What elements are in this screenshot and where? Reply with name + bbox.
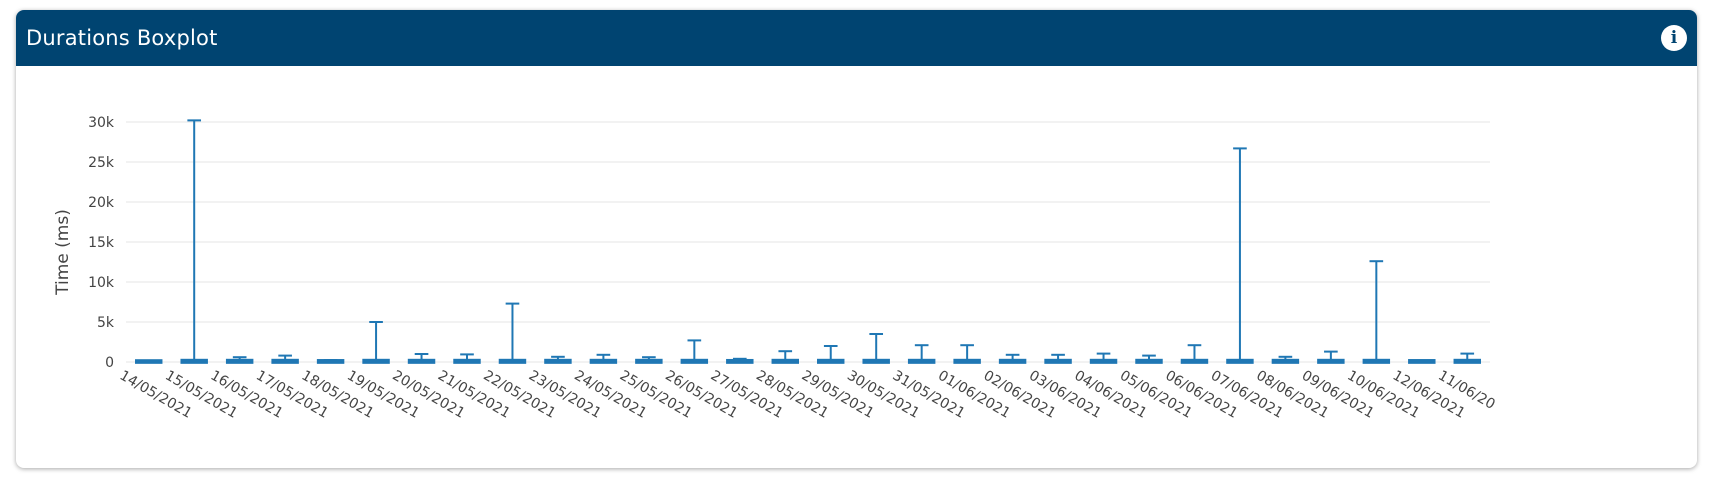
info-icon[interactable]: i xyxy=(1661,25,1687,51)
box xyxy=(545,357,570,363)
box xyxy=(1273,357,1298,363)
box xyxy=(500,304,525,363)
box xyxy=(1136,356,1161,363)
box xyxy=(318,360,343,363)
box xyxy=(591,355,616,363)
y-tick-label: 20k xyxy=(88,195,115,211)
box xyxy=(954,345,979,363)
info-icon-glyph: i xyxy=(1671,30,1677,47)
box xyxy=(863,334,888,363)
durations-boxplot-card: Durations Boxplot i 0 5k 10k 15k 20k 25k 30k T… xyxy=(16,10,1697,468)
box xyxy=(1364,261,1389,363)
gridlines xyxy=(126,122,1490,362)
box xyxy=(1227,148,1252,362)
box xyxy=(136,360,161,363)
box xyxy=(1045,355,1070,363)
y-tick-label: 25k xyxy=(88,155,115,171)
box xyxy=(1000,355,1025,363)
y-tick-label: 30k xyxy=(88,115,115,131)
box xyxy=(1091,354,1116,363)
card-header: Durations Boxplot i xyxy=(16,10,1697,66)
box xyxy=(818,346,843,363)
box xyxy=(227,357,252,363)
y-axis-ticks: 0 5k 10k 15k 20k 25k 30k xyxy=(88,115,115,371)
boxplot-chart: 0 5k 10k 15k 20k 25k 30k Time (ms) 14/05/20211… xyxy=(16,66,1697,468)
box xyxy=(636,357,661,363)
y-tick-label: 5k xyxy=(97,315,115,331)
y-tick-label: 15k xyxy=(88,235,115,251)
box xyxy=(1182,345,1207,363)
box xyxy=(682,340,707,362)
y-axis-title: Time (ms) xyxy=(53,209,73,296)
box xyxy=(272,356,297,363)
card-title: Durations Boxplot xyxy=(26,26,218,50)
box xyxy=(409,354,434,363)
y-tick-label: 0 xyxy=(105,355,114,371)
box xyxy=(363,322,388,363)
box xyxy=(773,351,798,363)
x-axis-ticks: 14/05/202115/05/202116/05/202117/05/2021… xyxy=(117,368,1498,422)
box xyxy=(1318,352,1343,363)
box xyxy=(727,359,752,363)
box xyxy=(909,345,934,363)
box xyxy=(1455,354,1480,363)
box xyxy=(454,354,479,362)
y-tick-label: 10k xyxy=(88,275,115,291)
box xyxy=(1409,360,1434,363)
